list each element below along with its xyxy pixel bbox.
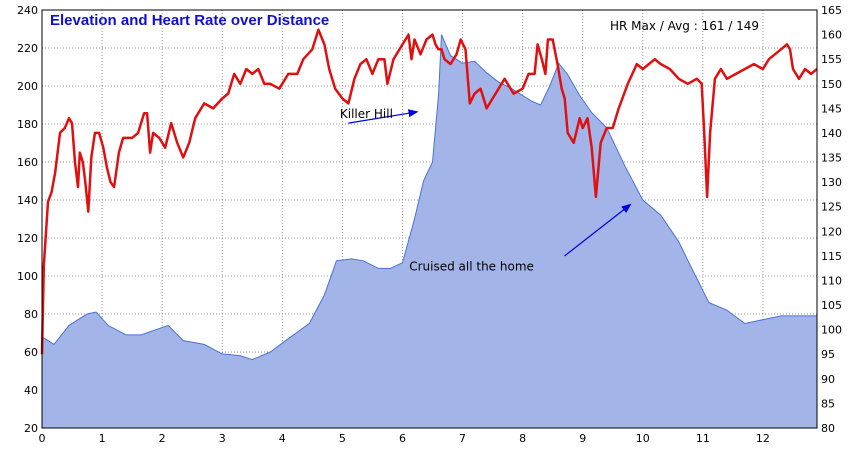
y-left-tick-label: 120 [17,232,38,245]
y-right-axis-ticks: 80 85 90 95 100 105 110 115 120 125 130 135 140 145 15… [821,4,842,435]
y-left-tick-label: 240 [17,4,38,17]
y-left-tick-label: 40 [24,384,38,397]
x-tick-label: 9 [579,432,586,445]
y-right-tick-label: 95 [821,348,835,361]
x-tick-label: 12 [756,432,770,445]
annotation-label: Killer Hill [340,107,393,121]
y-right-tick-label: 100 [821,324,842,337]
y-right-tick-label: 120 [821,225,842,238]
y-left-tick-label: 140 [17,194,38,207]
y-right-tick-label: 110 [821,274,842,287]
x-tick-label: 4 [279,432,286,445]
y-left-tick-label: 60 [24,346,38,359]
x-tick-label: 11 [696,432,710,445]
annotation-arrow [348,109,419,124]
elevation-outline [41,34,817,361]
x-tick-label: 1 [99,432,106,445]
y-right-tick-label: 150 [821,78,842,91]
y-left-tick-label: 160 [17,156,38,169]
y-right-tick-label: 90 [821,373,835,386]
y-right-tick-label: 140 [821,127,842,140]
annotation-arrow [564,203,632,257]
y-right-tick-label: 155 [821,53,842,66]
y-right-tick-label: 85 [821,397,835,410]
y-left-tick-label: 20 [24,422,38,435]
x-axis-ticks: 0 1 2 3 4 5 6 7 8 9 10 11 12 [39,432,770,445]
y-right-tick-label: 125 [821,201,842,214]
y-left-tick-label: 220 [17,42,38,55]
y-left-tick-label: 180 [17,118,38,131]
y-right-tick-label: 165 [821,4,842,17]
y-right-tick-label: 115 [821,250,842,263]
annotations: Killer Hill Cruised all the home [340,107,632,274]
elevation-area [42,34,817,428]
x-tick-label: 10 [636,432,650,445]
x-tick-label: 6 [399,432,406,445]
hr-stat-text: HR Max / Avg : 161 / 149 [610,19,759,33]
y-left-tick-label: 200 [17,80,38,93]
elevation-area-series [41,34,817,428]
y-right-tick-label: 135 [821,152,842,165]
y-right-tick-label: 105 [821,299,842,312]
x-tick-label: 0 [39,432,46,445]
chart-title: Elevation and Heart Rate over Distance [50,12,329,29]
y-right-tick-label: 80 [821,422,835,435]
y-right-tick-label: 160 [821,29,842,42]
y-left-axis-ticks: 20 40 60 80 100 120 140 160 180 200 220 240 [17,4,38,435]
y-left-tick-label: 100 [17,270,38,283]
x-tick-label: 8 [519,432,526,445]
y-right-tick-label: 130 [821,176,842,189]
y-left-tick-label: 80 [24,308,38,321]
plot-frame [41,9,818,429]
y-right-tick-label: 145 [821,102,842,115]
x-tick-label: 3 [219,432,226,445]
annotation-label: Cruised all the home [409,260,534,274]
x-tick-label: 7 [459,432,466,445]
x-tick-label: 5 [339,432,346,445]
x-tick-label: 2 [159,432,166,445]
heart-rate-line-series [40,28,818,355]
heart-rate-line [40,28,818,355]
